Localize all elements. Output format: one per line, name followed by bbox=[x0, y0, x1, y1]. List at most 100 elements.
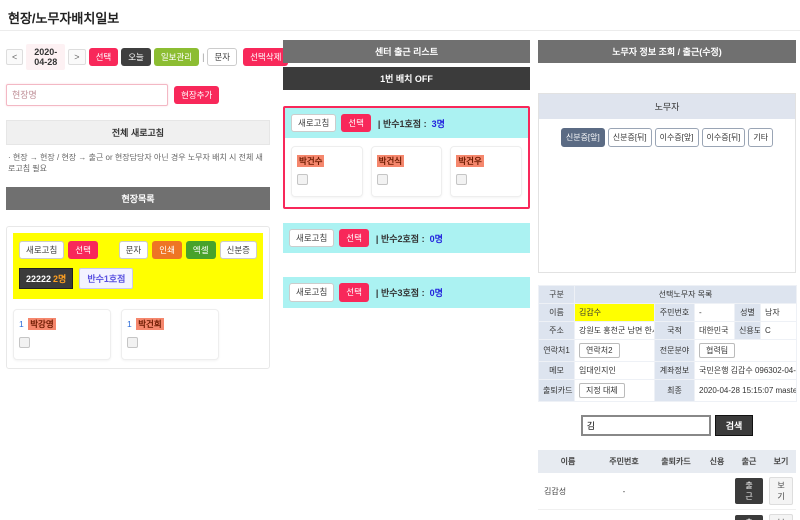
title-divider bbox=[0, 30, 800, 31]
batch-off-header[interactable]: 1번 배치 OFF bbox=[283, 67, 530, 90]
report-manage-button[interactable]: 일보관리 bbox=[153, 47, 200, 67]
gender-value: 남자 bbox=[759, 303, 798, 322]
view-button[interactable]: 보기 bbox=[769, 477, 793, 505]
worker-card[interactable]: 1 박건희 bbox=[121, 309, 219, 361]
worker-name[interactable]: 박건희 bbox=[136, 318, 164, 331]
row-credit bbox=[702, 509, 732, 520]
worker-card[interactable]: 1 박강영 bbox=[13, 309, 111, 361]
row-jumin: - bbox=[598, 473, 650, 510]
worker-card[interactable]: 박건우 bbox=[450, 146, 523, 198]
attend-button[interactable]: 출근 bbox=[735, 515, 763, 520]
site-worker-cards: 1 박강영 1 박건희 bbox=[13, 307, 263, 362]
tab-etc[interactable]: 기타 bbox=[748, 128, 774, 147]
date-select-button[interactable]: 선택 bbox=[88, 47, 119, 67]
col-header: 주민번호 bbox=[598, 450, 650, 473]
worker-detail-table: 구분 선택노무자 목록 이름 김갑수 주민번호 - 성별 남자 주소 강원도 홍… bbox=[538, 285, 798, 402]
worker-result-table: 이름 주민번호 출퇴카드 신용 출근 보기 김갑성 - 출근 보기 김갑성2 -… bbox=[538, 450, 796, 520]
table-row: 김갑성2 - 121310 출근 보기 bbox=[538, 509, 796, 520]
divider-pipe: | bbox=[202, 52, 205, 62]
group-refresh-button[interactable]: 새로고침 bbox=[289, 229, 335, 248]
col-header: 이름 bbox=[538, 450, 598, 473]
sms-button[interactable]: 문자 bbox=[207, 47, 238, 67]
card-assign-button[interactable]: 지정 대체 bbox=[579, 383, 625, 398]
site-refresh-button[interactable]: 새로고침 bbox=[19, 241, 65, 260]
col-header: 보기 bbox=[766, 450, 796, 473]
group-count: 3명 bbox=[431, 118, 445, 129]
site-idcard-button[interactable]: 신분증 bbox=[219, 241, 257, 260]
date-display[interactable]: 2020-04-28 bbox=[26, 44, 66, 70]
site-print-button[interactable]: 인쇄 bbox=[152, 241, 182, 260]
tab-id-front[interactable]: 신분증[앞] bbox=[560, 128, 605, 147]
right-panel: 노무자 정보 조회 / 출근(수정) 노무자 신분증[앞] 신분증[뒤] 이수증… bbox=[538, 40, 798, 520]
group-refresh-button[interactable]: 새로고침 bbox=[289, 283, 335, 302]
col-header: 출근 bbox=[732, 450, 766, 473]
jumin-value: - bbox=[694, 303, 735, 322]
detail-label: 계좌정보 bbox=[654, 361, 695, 380]
group-select-button[interactable]: 선택 bbox=[341, 114, 371, 133]
nation-value: 대한민국 bbox=[694, 321, 735, 340]
group-name: | 반수3호점 : bbox=[375, 287, 425, 298]
group-refresh-button[interactable]: 새로고침 bbox=[291, 114, 337, 133]
site-card: 새로고침 선택 문자 인쇄 엑셀 신분증 22222 2명 반수1호점 1 박강영 bbox=[6, 226, 270, 370]
detail-label: 신용도 bbox=[734, 321, 761, 340]
site-excel-button[interactable]: 엑셀 bbox=[185, 241, 216, 260]
tab-cert-front[interactable]: 이수증[앞] bbox=[654, 128, 699, 147]
detail-label: 전문분야 bbox=[654, 339, 695, 362]
site-code-badge: 22222 2명 bbox=[19, 268, 74, 290]
attend-button[interactable]: 출근 bbox=[735, 478, 763, 504]
col-header: 출퇴카드 bbox=[650, 450, 702, 473]
worker-checkbox[interactable] bbox=[127, 337, 138, 349]
worker-checkbox[interactable] bbox=[456, 174, 468, 186]
worker-number: 1 bbox=[19, 319, 24, 330]
phone2-button[interactable]: 연락처2 bbox=[579, 343, 620, 358]
detail-label: 이름 bbox=[538, 303, 575, 322]
worker-card[interactable]: 박건수 bbox=[291, 146, 363, 198]
worker-search-input[interactable] bbox=[580, 415, 711, 436]
row-name: 김갑성2 bbox=[538, 509, 598, 520]
worker-name[interactable]: 박강영 bbox=[28, 318, 56, 331]
group-3-bar: 새로고침 선택 | 반수3호점 : 0명 bbox=[283, 277, 530, 308]
tab-id-back[interactable]: 신분증[뒤] bbox=[607, 128, 652, 147]
team-chip[interactable]: 반수1호점 bbox=[79, 268, 134, 290]
row-credit bbox=[702, 473, 732, 510]
doc-tabs: 신분증[앞] 신분증[뒤] 이수증[앞] 이수증[뒤] 기타 bbox=[539, 128, 795, 147]
worker-name-value: 김갑수 bbox=[574, 303, 655, 322]
worker-name[interactable]: 박건우 bbox=[456, 155, 484, 168]
col-header: 신용 bbox=[702, 450, 732, 473]
left-panel: < 2020-04-28 > 선택 오늘 일보관리 | 문자 선택삭제 현장추가… bbox=[6, 44, 289, 370]
site-add-button[interactable]: 현장추가 bbox=[174, 85, 220, 105]
group-2-bar: 새로고침 선택 | 반수2호점 : 0명 bbox=[283, 223, 530, 254]
today-button[interactable]: 오늘 bbox=[121, 47, 151, 67]
refresh-all-header[interactable]: 전체 새로고침 bbox=[6, 120, 270, 145]
memo-value: 임대인지인 bbox=[574, 361, 655, 380]
team-button[interactable]: 협력팀 bbox=[699, 343, 736, 358]
date-next-button[interactable]: > bbox=[68, 49, 86, 65]
worker-card[interactable]: 박건식 bbox=[370, 146, 443, 198]
site-sms-button[interactable]: 문자 bbox=[118, 241, 149, 260]
detail-label: 메모 bbox=[538, 361, 575, 380]
worker-name[interactable]: 박건수 bbox=[297, 155, 325, 168]
detail-label: 연락처1 bbox=[538, 339, 575, 362]
tab-cert-back[interactable]: 이수증[뒤] bbox=[701, 128, 746, 147]
group-select-button[interactable]: 선택 bbox=[339, 229, 369, 248]
site-name-input[interactable] bbox=[6, 84, 168, 106]
worker-name[interactable]: 박건식 bbox=[376, 155, 405, 168]
site-add-row: 현장추가 bbox=[6, 84, 270, 106]
worker-checkbox[interactable] bbox=[297, 174, 308, 186]
site-card-selected[interactable]: 새로고침 선택 문자 인쇄 엑셀 신분증 22222 2명 반수1호점 bbox=[13, 233, 263, 300]
worker-doc-panel: 노무자 신분증[앞] 신분증[뒤] 이수증[앞] 이수증[뒤] 기타 bbox=[538, 93, 796, 273]
table-row: 김갑성 - 출근 보기 bbox=[538, 473, 796, 510]
delete-selected-button[interactable]: 선택삭제 bbox=[243, 47, 289, 67]
detail-label: 최종 bbox=[654, 379, 695, 402]
date-prev-button[interactable]: < bbox=[6, 49, 24, 65]
group-name: | 반수1호점 : bbox=[377, 118, 427, 129]
group-select-button[interactable]: 선택 bbox=[339, 283, 369, 302]
worker-checkbox[interactable] bbox=[19, 337, 30, 349]
search-button[interactable]: 검색 bbox=[714, 415, 754, 436]
view-button[interactable]: 보기 bbox=[769, 514, 793, 520]
worker-checkbox[interactable] bbox=[376, 174, 388, 186]
site-list-header: 현장목록 bbox=[6, 187, 270, 210]
site-select-button[interactable]: 선택 bbox=[68, 241, 98, 260]
row-jumin: - bbox=[598, 509, 650, 520]
detail-label: 국적 bbox=[654, 321, 695, 340]
